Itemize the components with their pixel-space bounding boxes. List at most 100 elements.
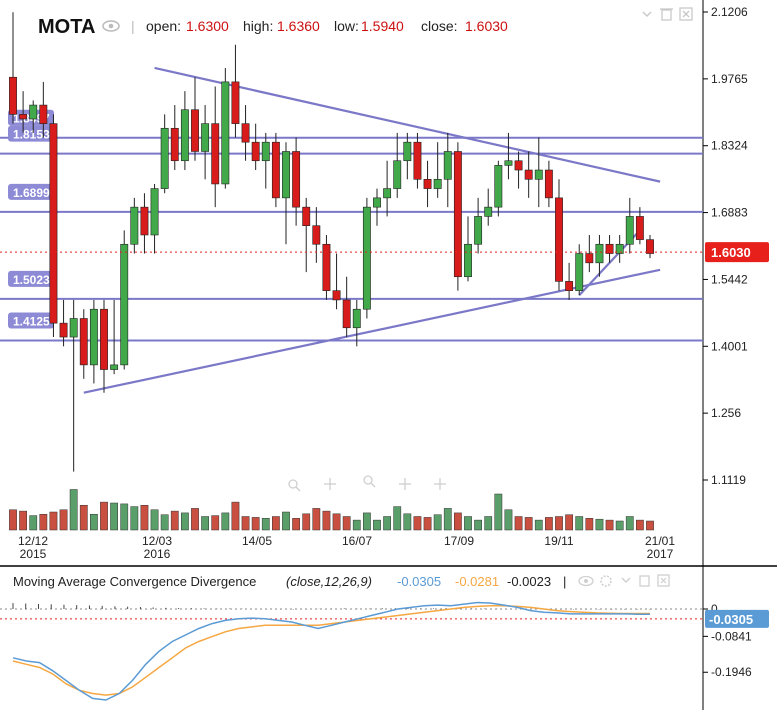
candle[interactable] bbox=[89, 299, 98, 384]
candle[interactable] bbox=[615, 234, 624, 263]
candle[interactable] bbox=[625, 197, 634, 254]
eye-icon[interactable] bbox=[578, 575, 594, 587]
candle[interactable] bbox=[130, 197, 139, 254]
candle[interactable] bbox=[79, 309, 88, 379]
candle[interactable] bbox=[322, 234, 331, 300]
candle[interactable] bbox=[69, 299, 78, 472]
candle[interactable] bbox=[352, 299, 361, 347]
candle[interactable] bbox=[342, 276, 351, 338]
candle[interactable] bbox=[59, 299, 68, 347]
close-box-icon[interactable] bbox=[679, 7, 693, 21]
candle[interactable] bbox=[504, 132, 513, 180]
current-price-tag-bg bbox=[705, 242, 769, 263]
candle-body bbox=[231, 81, 240, 124]
candle[interactable] bbox=[29, 100, 38, 133]
level-label-bg bbox=[8, 312, 54, 329]
candle-body bbox=[565, 281, 574, 291]
candle[interactable] bbox=[413, 132, 422, 189]
candle-body bbox=[191, 109, 199, 152]
candle[interactable] bbox=[312, 207, 321, 263]
candle[interactable] bbox=[646, 234, 654, 259]
candle[interactable] bbox=[423, 160, 432, 208]
candle[interactable] bbox=[464, 216, 472, 282]
candle[interactable] bbox=[524, 151, 533, 198]
candle[interactable] bbox=[443, 132, 452, 208]
current-price-tag-text: 1.6030 bbox=[711, 245, 751, 260]
volume-bar bbox=[180, 512, 189, 531]
volume-bar bbox=[39, 514, 48, 531]
candle[interactable] bbox=[191, 77, 199, 161]
candle[interactable] bbox=[605, 234, 614, 263]
candle[interactable] bbox=[271, 132, 280, 208]
candle[interactable] bbox=[635, 207, 644, 245]
chevron-down-icon[interactable] bbox=[642, 11, 652, 18]
candle[interactable] bbox=[201, 105, 210, 180]
candle[interactable] bbox=[160, 114, 169, 194]
volume-bar bbox=[89, 514, 98, 531]
candle[interactable] bbox=[595, 234, 604, 277]
fit-icon[interactable] bbox=[434, 478, 446, 490]
candle[interactable] bbox=[453, 142, 462, 291]
volume-bar bbox=[403, 513, 412, 531]
candle[interactable] bbox=[241, 105, 250, 161]
candle[interactable] bbox=[292, 137, 301, 226]
candle[interactable] bbox=[231, 44, 240, 138]
candle[interactable] bbox=[19, 91, 28, 133]
candle[interactable] bbox=[403, 132, 412, 180]
candle[interactable] bbox=[170, 105, 179, 171]
eye-icon[interactable] bbox=[102, 20, 120, 32]
candle[interactable] bbox=[140, 193, 149, 254]
trash-icon[interactable] bbox=[660, 8, 673, 21]
candle[interactable] bbox=[221, 67, 230, 189]
candle[interactable] bbox=[373, 188, 381, 226]
high-value: 1.6360 bbox=[277, 18, 320, 34]
chevron-down-icon[interactable] bbox=[621, 577, 631, 583]
candle[interactable] bbox=[555, 179, 563, 291]
candle[interactable] bbox=[120, 230, 129, 370]
candle-body bbox=[89, 308, 98, 366]
candle[interactable] bbox=[383, 160, 392, 217]
candle[interactable] bbox=[362, 197, 371, 319]
candle[interactable] bbox=[261, 132, 270, 189]
trash-icon[interactable] bbox=[639, 575, 650, 587]
gear-icon[interactable] bbox=[600, 575, 612, 587]
candle[interactable] bbox=[544, 160, 553, 208]
candle[interactable] bbox=[302, 197, 311, 273]
candle[interactable] bbox=[251, 123, 260, 171]
close-box-icon[interactable] bbox=[657, 574, 670, 587]
candle[interactable] bbox=[332, 253, 341, 310]
candle-body bbox=[464, 243, 472, 278]
header-controls[interactable] bbox=[642, 7, 693, 21]
candle[interactable] bbox=[211, 86, 220, 208]
candle[interactable] bbox=[534, 137, 543, 208]
candle[interactable] bbox=[575, 244, 584, 296]
trendline[interactable] bbox=[83, 268, 661, 394]
candle[interactable] bbox=[110, 299, 119, 375]
pan-icon[interactable] bbox=[324, 478, 336, 490]
zoom-out-icon[interactable] bbox=[363, 475, 376, 488]
volume-bar bbox=[474, 519, 483, 531]
candle[interactable] bbox=[494, 160, 503, 217]
macd-controls[interactable] bbox=[578, 574, 670, 587]
candle[interactable] bbox=[474, 197, 483, 254]
candle[interactable] bbox=[514, 151, 523, 189]
candle[interactable] bbox=[393, 132, 402, 198]
zoom-in-icon[interactable] bbox=[288, 479, 301, 492]
candle[interactable] bbox=[433, 142, 442, 198]
candle[interactable] bbox=[585, 234, 594, 273]
candle[interactable] bbox=[9, 12, 17, 124]
chart-controls[interactable] bbox=[288, 475, 446, 492]
reset-icon[interactable] bbox=[399, 478, 411, 490]
candle[interactable] bbox=[484, 188, 493, 226]
volume-bar bbox=[9, 509, 17, 531]
candle[interactable] bbox=[180, 91, 189, 171]
candle[interactable] bbox=[565, 262, 574, 300]
candle[interactable] bbox=[49, 114, 58, 338]
candle[interactable] bbox=[282, 142, 290, 245]
candle-body bbox=[403, 141, 412, 162]
candle-body bbox=[383, 188, 392, 199]
candle[interactable] bbox=[39, 81, 48, 138]
macd-value: -0.0305 bbox=[397, 574, 441, 589]
candle[interactable] bbox=[100, 299, 108, 393]
candle[interactable] bbox=[150, 183, 159, 254]
